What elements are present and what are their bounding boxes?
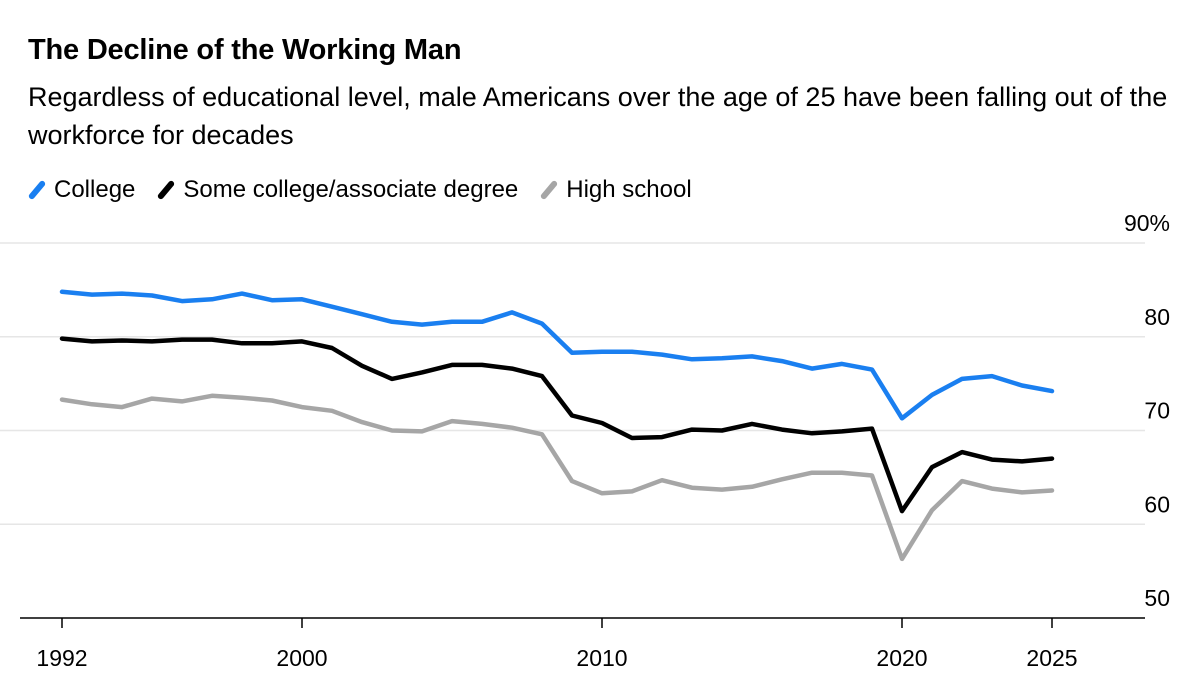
legend-label-high-school: High school — [566, 176, 692, 203]
x-tick-label-1992: 1992 — [36, 645, 87, 671]
legend-item-college: College — [27, 176, 136, 204]
legend-label-college: College — [54, 176, 136, 203]
y-tick-label-50: 50 — [1144, 585, 1170, 611]
line-chart: 50 60 70 80 90% 1992 2000 2010 2020 2025 — [0, 210, 1170, 671]
series-line-high-school — [59, 393, 1055, 562]
legend-swatch-some-college — [157, 179, 176, 201]
y-tick-label-80: 80 — [1144, 304, 1170, 330]
series-line-some-college-associate-degree — [59, 336, 1055, 514]
x-tick-label-2000: 2000 — [276, 645, 327, 671]
legend-swatch-college — [27, 179, 47, 201]
x-tick-label-2025: 2025 — [1026, 645, 1077, 671]
legend: College Some college/associate degree Hi… — [27, 176, 714, 204]
x-tick-label-2020: 2020 — [876, 645, 927, 671]
series-line-college — [59, 289, 1055, 421]
y-tick-label-60: 60 — [1144, 491, 1170, 517]
legend-item-high-school: High school — [539, 176, 692, 204]
y-tick-label-90: 90% — [1124, 210, 1170, 236]
chart-subtitle: Regardless of educational level, male Am… — [28, 82, 1168, 150]
x-tick-label-2010: 2010 — [576, 645, 627, 671]
y-tick-label-70: 70 — [1144, 398, 1170, 424]
legend-label-some-college: Some college/associate degree — [183, 176, 519, 203]
legend-swatch-high-school — [539, 179, 559, 201]
legend-item-some-college: Some college/associate degree — [157, 176, 518, 204]
chart-title: The Decline of the Working Man — [28, 34, 462, 66]
